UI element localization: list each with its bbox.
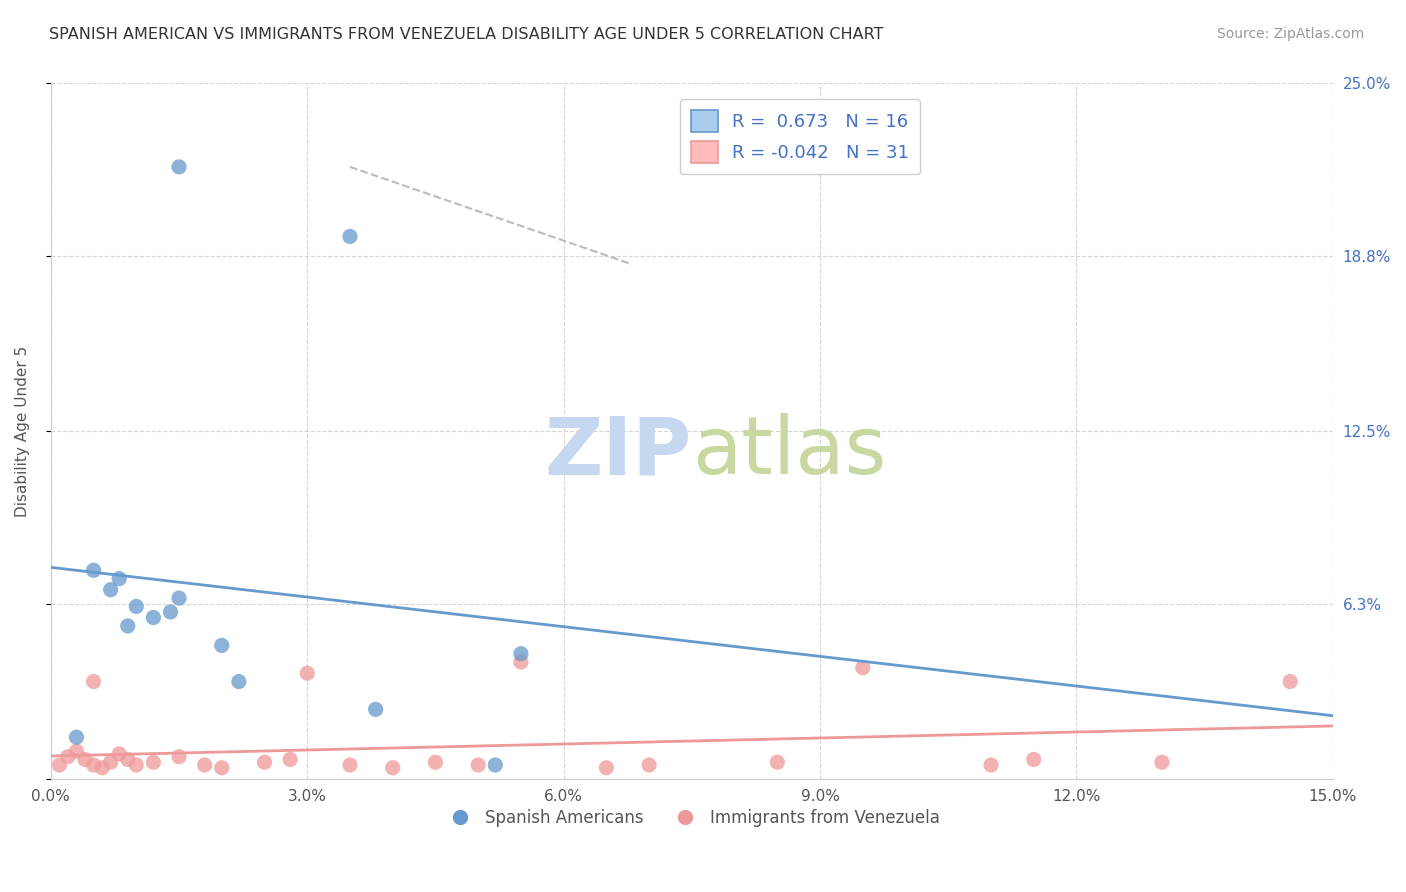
Point [253,756,276,770]
Point [425,756,447,770]
Point [211,639,233,653]
Point [1150,756,1173,770]
Point [339,229,361,244]
Text: Source: ZipAtlas.com: Source: ZipAtlas.com [1216,27,1364,41]
Point [1022,752,1045,766]
Point [510,655,533,669]
Point [364,702,387,716]
Point [65,744,87,758]
Point [339,758,361,772]
Point [108,747,131,761]
Point [100,582,122,597]
Point [83,674,105,689]
Point [211,761,233,775]
Point [1279,674,1302,689]
Text: SPANISH AMERICAN VS IMMIGRANTS FROM VENEZUELA DISABILITY AGE UNDER 5 CORRELATION: SPANISH AMERICAN VS IMMIGRANTS FROM VENE… [49,27,884,42]
Y-axis label: Disability Age Under 5: Disability Age Under 5 [15,345,30,516]
Point [100,756,122,770]
Point [510,647,533,661]
Point [159,605,181,619]
Point [467,758,489,772]
Point [56,749,79,764]
Point [73,752,96,766]
Point [638,758,661,772]
Point [484,758,506,772]
Point [167,749,190,764]
Point [108,572,131,586]
Point [117,752,139,766]
Point [142,610,165,624]
Point [852,660,875,674]
Point [297,666,319,681]
Point [766,756,789,770]
Legend: Spanish Americans, Immigrants from Venezuela: Spanish Americans, Immigrants from Venez… [437,802,948,833]
Point [83,758,105,772]
Point [65,730,87,744]
Point [91,761,114,775]
Point [117,619,139,633]
Point [381,761,404,775]
Point [142,756,165,770]
Point [980,758,1002,772]
Text: atlas: atlas [692,413,886,491]
Text: ZIP: ZIP [544,413,692,491]
Point [125,599,148,614]
Point [125,758,148,772]
Point [167,160,190,174]
Point [595,761,617,775]
Point [278,752,301,766]
Point [48,758,70,772]
Point [83,563,105,577]
Point [228,674,250,689]
Point [194,758,217,772]
Point [167,591,190,606]
